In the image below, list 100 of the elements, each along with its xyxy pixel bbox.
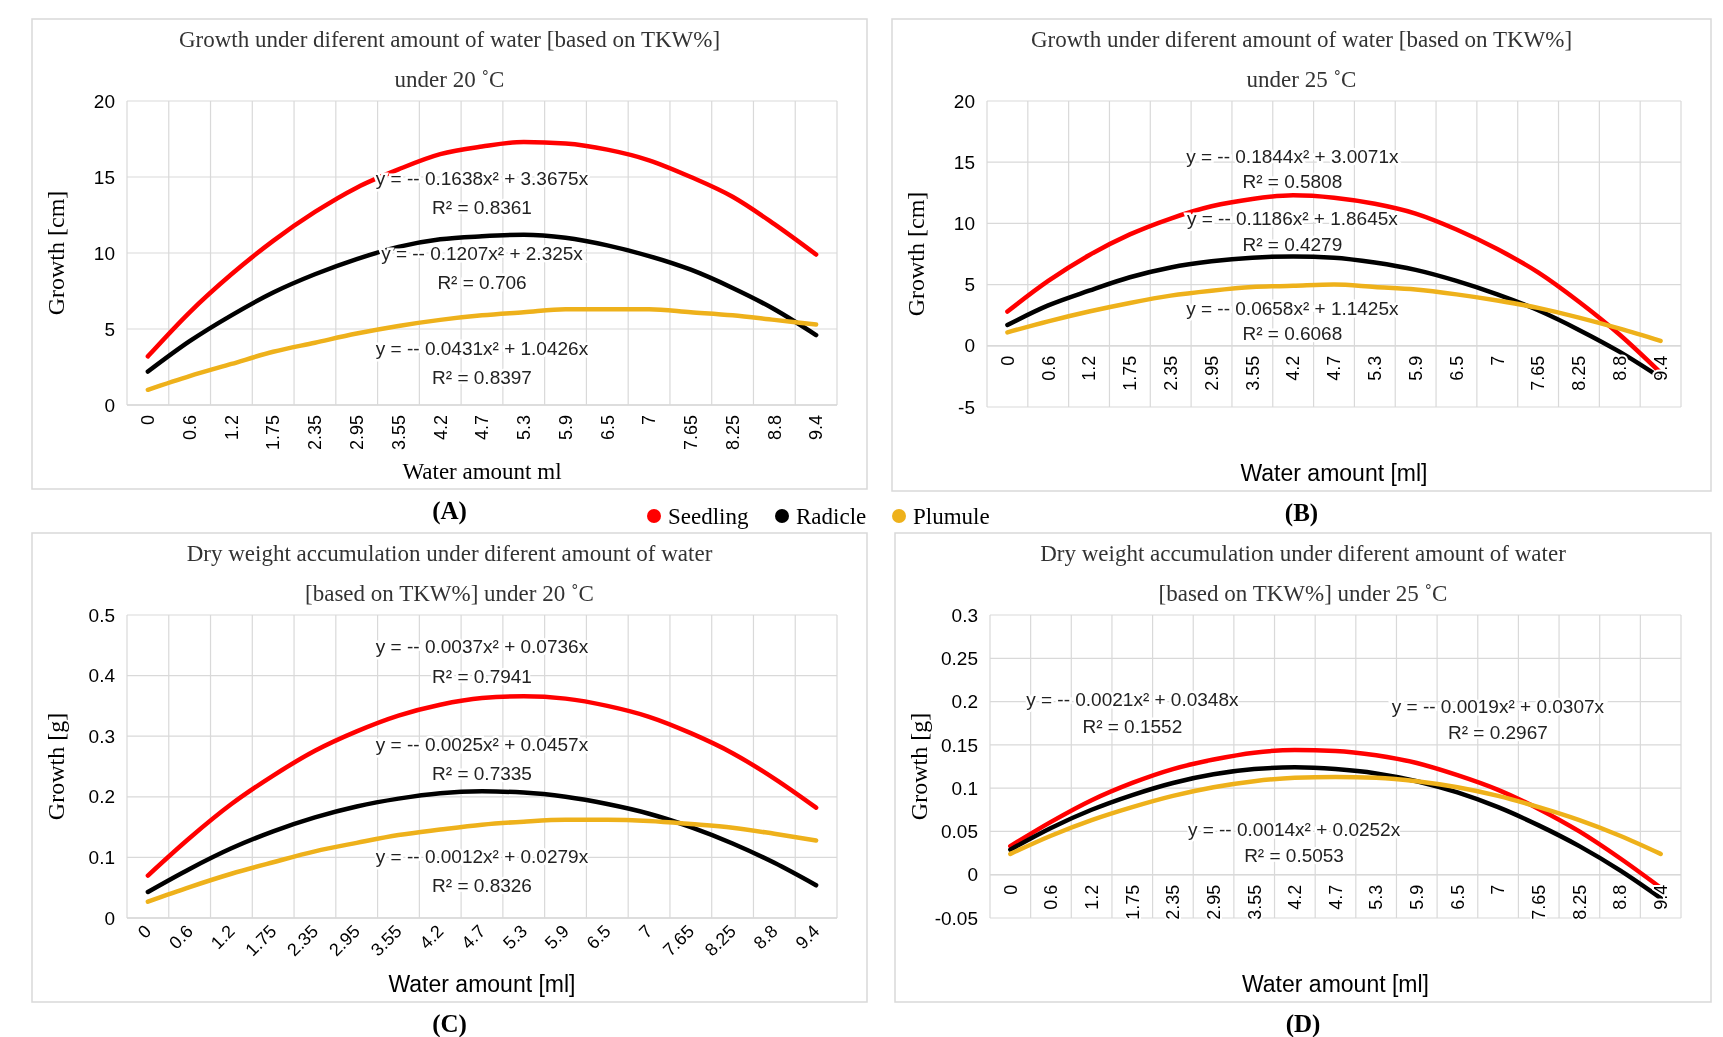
x-tick-label: 4.7: [1325, 884, 1346, 910]
chart-title: Dry weight accumulation under diferent amount of water [based on TKW%] under 20 ˚C: [186, 541, 713, 606]
annotation: y = -- 0.0021x² + 0.0348x: [1026, 689, 1239, 711]
x-tick-label: 9.4: [806, 415, 827, 441]
annotation: R² = 0.5053: [1244, 845, 1344, 867]
chart-title: Growth under diferent amount of water [based on TKW%] under 25 ˚C: [1030, 27, 1573, 92]
x-tick-label: 6.5: [1446, 355, 1467, 381]
line-series: [145, 306, 819, 393]
x-tick-label: 3.55: [1242, 355, 1263, 391]
y-tick-label: 0.2: [88, 786, 115, 808]
x-tick-label: 2.35: [305, 415, 326, 451]
line-series: [145, 139, 819, 359]
x-tick-label: 4.7: [457, 921, 490, 953]
y-tick-label: 10: [953, 213, 975, 235]
y-tick-label: 0.15: [941, 734, 978, 756]
x-tick-label: 4.7: [1324, 355, 1345, 381]
legend-label: Plumule: [913, 504, 990, 530]
x-axis-title: Water amount [ml]: [388, 971, 576, 997]
x-tick-label: 1.2: [206, 921, 239, 953]
y-tick-label: 0.05: [941, 821, 978, 843]
x-tick-label: 2.35: [1163, 884, 1184, 920]
annotation: R² = 0.7335: [432, 762, 532, 784]
chart-title: Dry weight accumulation under diferent amount of water [based on TKW%] under 25 ˚C: [1040, 541, 1567, 606]
x-tick-label: 5.3: [1365, 355, 1386, 381]
annotation: R² = 0.5808: [1242, 171, 1343, 193]
x-tick-label: 8.8: [1610, 355, 1631, 381]
x-tick-label: 8.25: [1569, 355, 1590, 391]
x-tick-label: 8.8: [764, 415, 785, 441]
x-axis-title: Water amount ml: [402, 459, 562, 484]
y-axis-title: Growth [cm]: [43, 190, 69, 316]
annotation: R² = 0.706: [437, 271, 527, 293]
annotation: y = -- 0.0658x² + 1.1425x: [1186, 297, 1400, 319]
line-series: [1005, 282, 1663, 344]
x-tick-label: 5.9: [540, 921, 573, 953]
x-tick-label: 1.75: [1120, 355, 1141, 391]
x-tick-label: 1.2: [221, 415, 242, 441]
x-tick-label: 6.5: [1447, 884, 1468, 910]
x-tick-label: 9.4: [1650, 355, 1671, 381]
line-series: [145, 817, 819, 904]
x-tick-label: 7.65: [1528, 355, 1549, 391]
annotation: y = -- 0.1844x² + 3.0071x: [1186, 145, 1400, 167]
x-tick-label: 3.55: [1244, 884, 1265, 920]
y-tick-label: 0.3: [951, 604, 978, 626]
x-tick-label: 4.2: [1285, 884, 1306, 910]
text: (B): [1284, 499, 1319, 527]
x-tick-label: 1.2: [1081, 884, 1102, 910]
line-series: [145, 789, 819, 895]
y-tick-label: 15: [93, 166, 115, 188]
y-tick-label: 0.3: [88, 725, 115, 747]
annotation: y = -- 0.0019x² + 0.0307x: [1391, 695, 1605, 717]
x-tick-label: 8.25: [722, 415, 743, 451]
x-tick-label: 8.8: [1610, 884, 1631, 910]
annotation: y = -- 0.0012x² + 0.0279x: [375, 845, 589, 867]
y-tick-label: 5: [964, 274, 975, 296]
x-tick-label: 7: [1488, 884, 1509, 895]
y-tick-label: 0.1: [951, 777, 978, 799]
y-axis-title: Growth [cm]: [903, 191, 929, 317]
text: (D): [1285, 1010, 1321, 1037]
y-axis-title: Growth [g]: [43, 712, 69, 821]
x-tick-label: 4.2: [1283, 355, 1304, 381]
x-tick-label: 0.6: [179, 415, 200, 441]
x-tick-label: 2.35: [1161, 355, 1182, 391]
x-tick-label: 6.5: [597, 415, 618, 441]
x-tick-label: 2.95: [1203, 884, 1224, 920]
text: (C): [432, 1010, 467, 1037]
chart-title: Growth under diferent amount of water [based on TKW%] under 20 ˚C: [178, 27, 721, 92]
y-tick-label: 0.1: [88, 847, 115, 869]
text: (A): [432, 497, 467, 525]
y-tick-label: -5: [958, 396, 975, 418]
annotation: R² = 0.7941: [432, 666, 532, 688]
annotation: y = -- 0.0037x² + 0.0736x: [375, 636, 589, 658]
y-tick-label: 10: [93, 242, 115, 264]
x-tick-label: 8.8: [749, 921, 782, 953]
x-tick-label: 0.6: [165, 921, 197, 953]
x-tick-label: 0: [997, 355, 1018, 366]
x-tick-label: 7.65: [1529, 884, 1550, 920]
y-tick-label: -0.05: [934, 907, 978, 929]
annotation: R² = 0.8397: [432, 367, 532, 389]
x-tick-label: 3.55: [388, 415, 409, 451]
y-tick-label: 20: [953, 90, 975, 112]
x-tick-label: 9.4: [791, 921, 824, 953]
x-tick-label: 6.5: [582, 921, 615, 953]
x-tick-label: 2.95: [1201, 355, 1222, 391]
x-tick-label: 0: [138, 415, 159, 426]
y-tick-label: 0.4: [88, 665, 116, 687]
y-tick-label: 0.2: [951, 691, 978, 713]
x-tick-label: 7: [635, 921, 657, 943]
y-tick-label: 0.5: [88, 604, 115, 626]
x-tick-label: 4.2: [430, 415, 451, 441]
x-axis-title: Water amount [ml]: [1241, 971, 1430, 997]
x-tick-label: 1.2: [1079, 355, 1100, 381]
x-tick-label: 2.95: [347, 415, 368, 451]
x-tick-label: 4.7: [472, 415, 493, 441]
annotation: R² = 0.8361: [432, 197, 532, 219]
x-tick-label: 8.25: [1569, 884, 1590, 920]
y-tick-label: 0.25: [941, 647, 978, 669]
x-tick-label: 1.75: [263, 415, 284, 451]
annotation: R² = 0.8326: [432, 874, 532, 896]
x-tick-label: 5.3: [1366, 884, 1387, 910]
legend-label: Seedling: [668, 504, 749, 530]
